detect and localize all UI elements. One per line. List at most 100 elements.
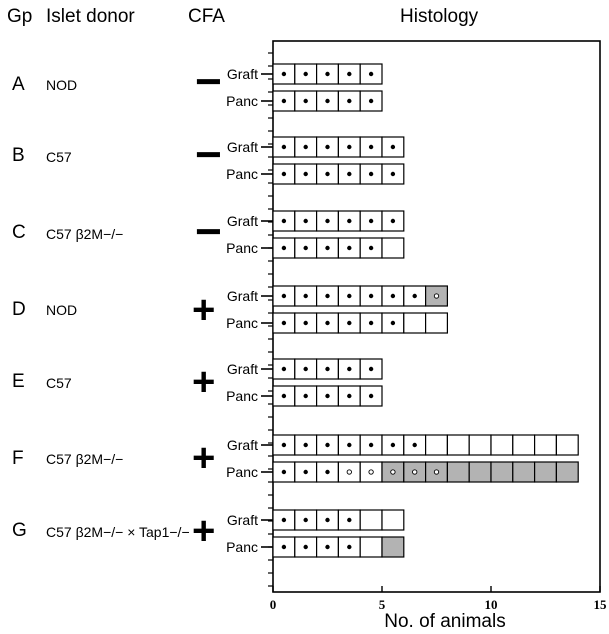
animal-cell	[533, 461, 557, 483]
filled-dot	[347, 442, 352, 448]
animal-cell	[359, 536, 383, 558]
filled-dot	[325, 517, 330, 523]
row-label-panc: Panc	[226, 539, 258, 555]
x-tick-label: 10	[485, 597, 498, 612]
filled-dot	[368, 245, 374, 251]
animal-cell	[490, 434, 514, 456]
filled-dot	[368, 366, 374, 372]
filled-dot	[281, 366, 287, 372]
donor-label-d: NOD	[46, 302, 78, 318]
row-label-graft: Graft	[227, 139, 258, 155]
filled-dot	[281, 293, 287, 299]
group-label-c: C	[12, 222, 26, 243]
filled-dot	[347, 517, 352, 523]
filled-dot	[390, 442, 396, 448]
x-axis-title: No. of animals	[384, 611, 505, 632]
filled-dot	[347, 544, 352, 550]
filled-dot	[368, 442, 374, 448]
row-label-panc: Panc	[226, 166, 258, 182]
filled-dot	[303, 469, 308, 475]
filled-dot	[368, 171, 374, 177]
filled-dot	[325, 144, 330, 150]
animal-cell	[512, 434, 536, 456]
filled-dot	[347, 245, 352, 251]
filled-dot	[347, 393, 352, 399]
filled-dot	[303, 171, 308, 177]
cfa-sign-e: +	[192, 360, 216, 404]
cfa-sign-f: +	[192, 436, 216, 480]
header-group: Gp	[7, 6, 33, 27]
filled-dot	[368, 98, 374, 104]
filled-dot	[390, 171, 396, 177]
filled-dot	[347, 320, 352, 326]
filled-dot	[281, 171, 287, 177]
row-label-graft: Graft	[227, 66, 258, 82]
animal-cell	[468, 434, 492, 456]
filled-dot	[303, 366, 308, 372]
animal-cell	[425, 434, 449, 456]
filled-dot	[368, 393, 374, 399]
filled-dot	[347, 366, 352, 372]
filled-dot	[303, 71, 308, 77]
filled-dot	[325, 393, 330, 399]
row-label-graft: Graft	[227, 437, 258, 453]
animal-cell	[359, 509, 383, 531]
row-label-graft: Graft	[227, 361, 258, 377]
open-dot	[433, 469, 440, 475]
filled-dot	[303, 393, 308, 399]
filled-dot	[347, 144, 352, 150]
filled-dot	[412, 442, 417, 448]
filled-dot	[347, 98, 352, 104]
animal-cell	[381, 536, 405, 558]
filled-dot	[303, 293, 308, 299]
filled-dot	[325, 469, 330, 475]
filled-dot	[303, 320, 308, 326]
open-dot	[368, 469, 374, 475]
x-tick-label: 0	[270, 597, 277, 612]
donor-label-a: NOD	[46, 77, 78, 93]
filled-dot	[325, 71, 330, 77]
animal-cell	[512, 461, 536, 483]
group-label-g: G	[12, 520, 27, 541]
filled-dot	[281, 144, 287, 150]
donor-label-b: C57	[46, 149, 72, 165]
filled-dot	[303, 218, 308, 224]
filled-dot	[368, 71, 374, 77]
group-label-e: E	[12, 371, 25, 392]
filled-dot	[368, 293, 374, 299]
filled-dot	[390, 218, 396, 224]
header-donor: Islet donor	[46, 6, 135, 27]
donor-label-g: C57 β2M−/− × Tap1−/−	[46, 524, 190, 540]
row-label-panc: Panc	[226, 240, 258, 256]
filled-dot	[303, 98, 308, 104]
animal-cell	[425, 312, 449, 334]
row-label-panc: Panc	[226, 93, 258, 109]
open-dot	[433, 293, 440, 299]
filled-dot	[325, 218, 330, 224]
filled-dot	[303, 517, 308, 523]
row-label-graft: Graft	[227, 512, 258, 528]
animal-cell	[403, 312, 427, 334]
row-label-panc: Panc	[226, 388, 258, 404]
filled-dot	[390, 320, 396, 326]
filled-dot	[281, 98, 287, 104]
open-dot	[346, 469, 352, 475]
filled-dot	[303, 245, 308, 251]
filled-dot	[281, 218, 287, 224]
cfa-sign-a: −	[195, 55, 222, 107]
open-dot	[412, 469, 418, 475]
filled-dot	[303, 144, 308, 150]
animal-cell	[381, 237, 405, 259]
filled-dot	[281, 71, 287, 77]
filled-dot	[347, 171, 352, 177]
cfa-sign-b: −	[195, 128, 222, 180]
row-label-graft: Graft	[227, 213, 258, 229]
x-tick-label: 5	[379, 597, 386, 612]
animal-cell	[555, 434, 579, 456]
filled-dot	[281, 393, 287, 399]
donor-label-c: C57 β2M−/−	[46, 226, 124, 242]
donor-label-f: C57 β2M−/−	[46, 451, 124, 467]
filled-dot	[281, 544, 287, 550]
filled-dot	[325, 171, 330, 177]
